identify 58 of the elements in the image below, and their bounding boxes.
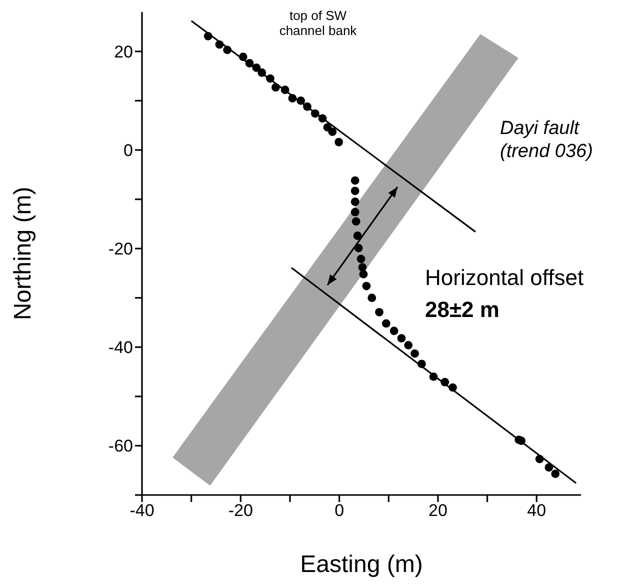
- point: [353, 232, 362, 240]
- point: [245, 59, 254, 68]
- point: [303, 102, 312, 111]
- point: [271, 83, 280, 92]
- annotation: Horizontal offset: [425, 265, 585, 291]
- x-tick-label: 40: [527, 501, 546, 520]
- point: [280, 86, 290, 94]
- y-tick-label: -60: [108, 436, 133, 456]
- point: [448, 383, 457, 392]
- x-tick-label: 0: [334, 501, 344, 520]
- point: [204, 32, 212, 40]
- point: [318, 114, 327, 123]
- x-axis-title: Easting (m): [300, 551, 423, 578]
- point: [551, 470, 560, 478]
- point: [535, 454, 544, 464]
- point: [266, 74, 274, 83]
- point: [352, 217, 360, 226]
- point: [223, 46, 232, 54]
- point: [390, 326, 398, 336]
- x-tick-label: -20: [228, 501, 253, 520]
- point: [215, 40, 224, 49]
- y-tick-label: -40: [108, 338, 133, 358]
- point: [334, 138, 344, 146]
- point: [310, 109, 320, 118]
- point: [350, 208, 360, 216]
- point: [404, 340, 413, 350]
- point: [544, 463, 554, 472]
- point: [350, 198, 360, 206]
- point: [440, 378, 450, 386]
- point: [362, 282, 371, 290]
- point: [350, 186, 360, 196]
- x-tick-label: 20: [428, 501, 448, 520]
- point: [429, 372, 438, 381]
- point: [359, 270, 368, 278]
- y-axis-title: Northing (m): [10, 186, 37, 320]
- point: [410, 349, 419, 358]
- x-tick-label: -40: [130, 501, 154, 520]
- point: [252, 63, 261, 72]
- point: [350, 176, 360, 185]
- point: [397, 334, 406, 342]
- annotation: Dayi fault (trend 036): [500, 117, 594, 163]
- point: [517, 436, 526, 445]
- y-tick-label: 20: [114, 42, 133, 62]
- point: [296, 96, 306, 105]
- point: [368, 294, 376, 302]
- point: [328, 128, 337, 136]
- y-tick-label: -20: [108, 240, 133, 259]
- point: [375, 308, 384, 316]
- point: [417, 360, 426, 368]
- point: [358, 263, 367, 272]
- annotation: 28±2 m: [425, 297, 500, 323]
- point: [288, 94, 297, 102]
- point: [382, 319, 390, 328]
- point: [238, 52, 248, 62]
- annotation: top of SW channel bank: [278, 8, 358, 38]
- y-tick-label: 0: [124, 141, 133, 160]
- point: [258, 68, 266, 77]
- point: [356, 254, 366, 264]
